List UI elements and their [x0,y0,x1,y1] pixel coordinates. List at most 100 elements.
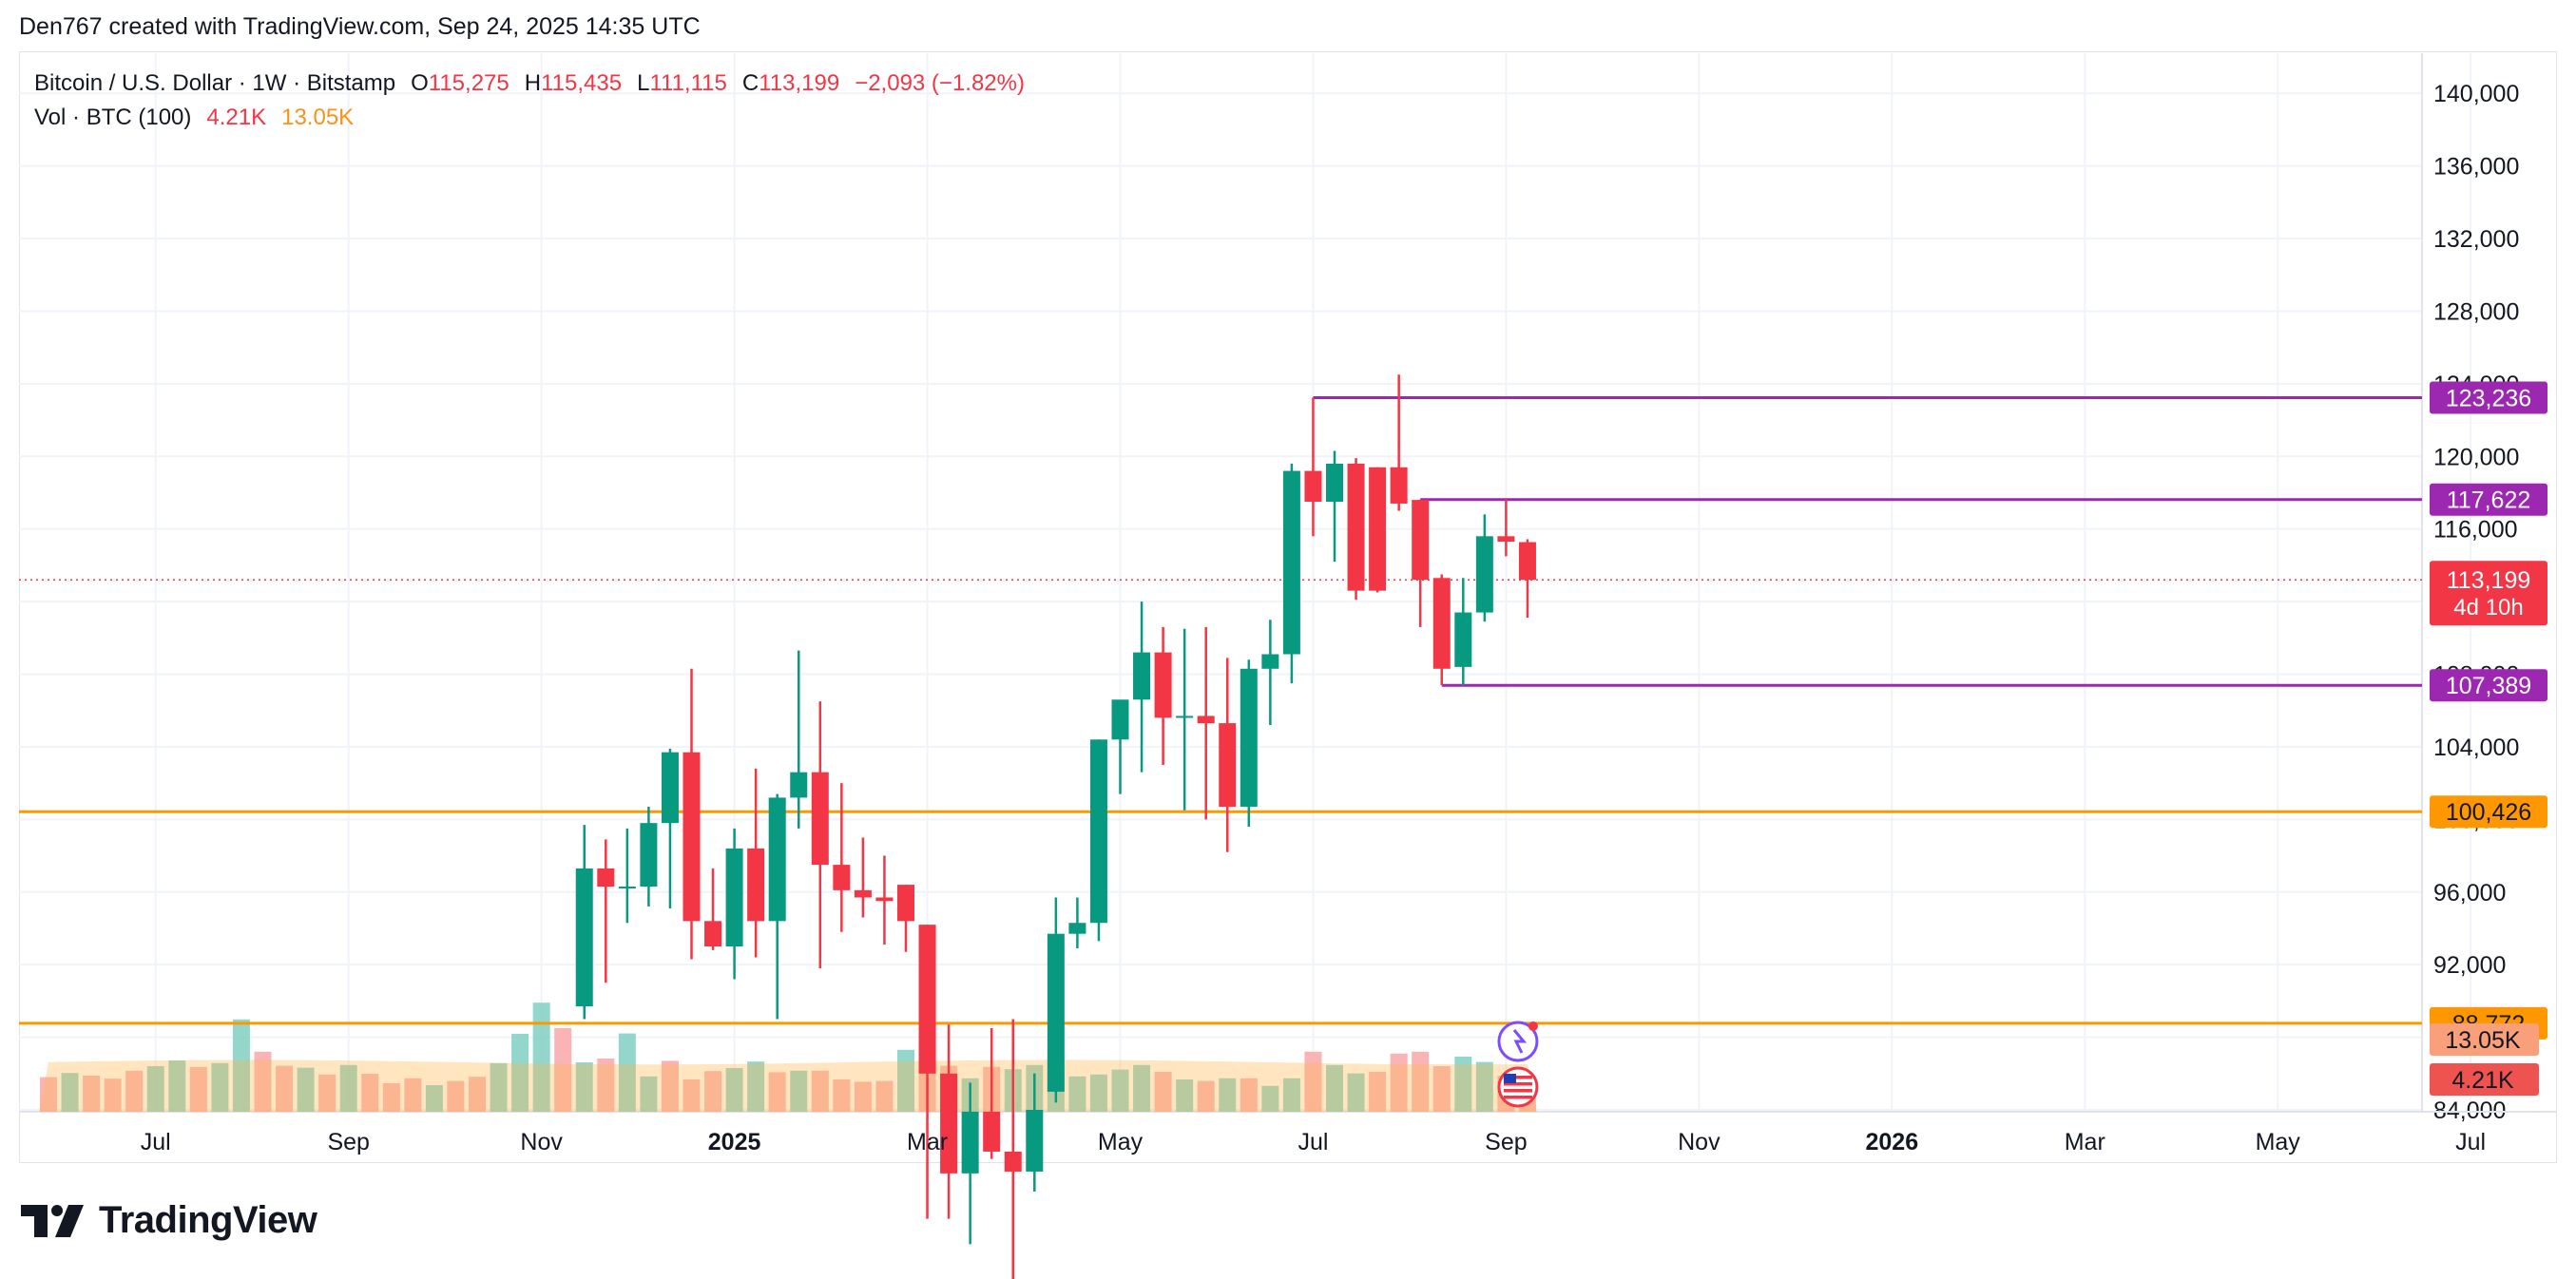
us-flag-stripe [1503,1096,1532,1099]
chart-frame[interactable] [19,51,2557,1163]
candle-body [640,823,658,888]
volume-bar [597,1059,615,1112]
y-tick-label: 96,000 [2433,880,2506,907]
candle-body [1518,542,1536,581]
y-tick-label: 140,000 [2433,81,2519,107]
volume-bar [511,1034,529,1112]
volume-bar [104,1079,122,1112]
volume-bar [1304,1051,1322,1112]
volume-bar [1176,1079,1194,1112]
volume-bar [1154,1072,1172,1112]
tradingview-mark-icon [21,1204,84,1237]
y-tick-label: 128,000 [2433,298,2519,325]
us-flag-stripe [1503,1076,1532,1079]
volume-bar [189,1066,207,1112]
x-tick-label: Jul [2455,1129,2486,1155]
volume-bar [1219,1078,1237,1112]
candle-body [961,1111,979,1174]
tradingview-logo[interactable]: TradingView [21,1199,317,1242]
volume-bar [1111,1069,1129,1112]
candle-body [1240,668,1258,807]
volume-bar [554,1028,572,1112]
volume-value: 4.21K [206,105,267,130]
candle-body [811,772,829,866]
candle-body [1261,654,1279,669]
volume-bar [575,1062,593,1112]
current-price-label-bg [2430,561,2547,626]
volume-label[interactable]: Vol · BTC (100) [34,105,192,130]
volume-bar [1089,1074,1107,1112]
x-tick-label: Sep [1485,1129,1527,1155]
volume-bar [1369,1072,1387,1112]
volume-bar [1475,1061,1493,1112]
candle-body [1197,716,1215,724]
y-tick-label: 136,000 [2433,154,2519,181]
ohlc-legend-row[interactable]: Bitcoin / U.S. Dollar · 1W · Bitstamp O 1… [34,67,1025,101]
symbol-title[interactable]: Bitcoin / U.S. Dollar · 1W · Bitstamp [34,70,396,96]
close-value: 113,199 [759,70,840,96]
candle-body [1154,652,1172,718]
x-tick-label: Jul [1298,1129,1328,1155]
x-tick-label: May [2256,1129,2301,1155]
countdown-label: 4d 10h [2453,595,2523,620]
spark-event-icon [1497,1021,1539,1062]
volume-bar [211,1062,229,1112]
candle-body [940,1073,958,1174]
open-label: O [411,70,429,96]
candle-body [1133,652,1151,700]
volume-bar [682,1079,701,1112]
tradingview-wordmark: TradingView [99,1199,317,1241]
volume-bar [1133,1064,1151,1112]
volume-bar [276,1065,294,1112]
candle-body [1068,923,1086,934]
candle-body [1347,463,1365,591]
x-tick-label: Nov [520,1129,563,1155]
volume-bar [854,1081,872,1112]
x-tick-label: 2025 [708,1129,761,1155]
volume-bar [83,1076,101,1112]
volume-axis-label: 4.21K [2451,1067,2514,1094]
volume-bar [811,1070,829,1112]
candle-body [661,752,679,824]
volume-bar [532,1002,550,1112]
volume-bar [40,1077,57,1112]
y-tick-label: 116,000 [2433,517,2518,544]
volume-bar [1282,1078,1300,1112]
candle-body [1176,716,1194,718]
volume-ma-area [39,1059,1537,1112]
candle-body [1497,536,1515,543]
us-flag-canton [1503,1074,1516,1083]
volume-bar [297,1067,315,1112]
volume-axis-label-bg [2430,1063,2539,1096]
spark-icon-bolt [1512,1029,1528,1054]
y-tick-label: 120,000 [2433,444,2519,470]
us-flag-stripe [1503,1089,1532,1093]
candle-body [1304,470,1322,503]
volume-legend-row[interactable]: Vol · BTC (100) 4.21K 13.05K [34,101,1025,135]
level-price-label: 123,236 [2446,385,2531,411]
candle-body [1282,470,1300,655]
spark-icon-dot [1528,1021,1538,1031]
candle-body [1475,536,1493,613]
volume-bar [618,1033,636,1112]
candle-body [983,1111,1001,1152]
candle-body [1454,612,1472,667]
chart-legend: Bitcoin / U.S. Dollar · 1W · Bitstamp O 1… [34,67,1025,135]
volume-bar [61,1073,79,1112]
volume-bar [897,1049,914,1112]
candle-body [1219,723,1237,807]
volume-bar [1390,1053,1408,1112]
volume-bar [146,1066,164,1112]
change-value: −2,093 (−1.82%) [855,70,1025,96]
volume-bar [875,1080,894,1112]
volume-bar [447,1080,465,1112]
candle-body [1432,578,1451,669]
candle-body [682,752,701,922]
candle-body [704,921,722,947]
volume-bar [1347,1073,1365,1112]
candle-body [1412,500,1430,581]
level-price-label-bg [2430,483,2547,516]
x-tick-label: Jul [141,1129,171,1155]
candle-body [1326,463,1343,503]
